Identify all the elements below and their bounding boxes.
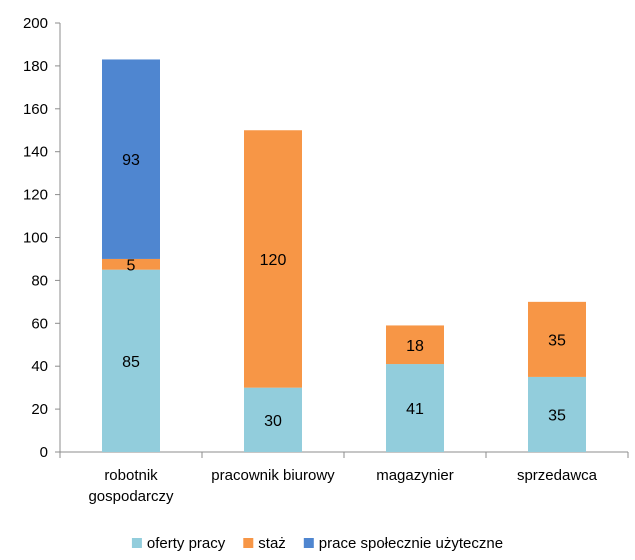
- bar-segment-staz: [244, 130, 302, 388]
- y-tick-label: 0: [40, 444, 48, 461]
- bar-segment-staz: [102, 258, 160, 270]
- y-tick-label: 20: [31, 401, 48, 418]
- bar-segment-staz: [528, 301, 586, 377]
- x-category-label: gospodarczy: [88, 488, 174, 505]
- y-tick-label: 180: [23, 58, 48, 75]
- bar-segment-oferty-pracy: [102, 269, 160, 452]
- data-label: 30: [264, 413, 282, 430]
- legend-swatch: [303, 538, 314, 548]
- bar-segment-oferty-pracy: [244, 387, 302, 452]
- bar-segment-oferty-pracy: [386, 364, 444, 452]
- y-tick-label: 40: [31, 358, 48, 375]
- data-label: 5: [127, 257, 136, 274]
- data-label: 18: [406, 338, 424, 355]
- bar-segment-staz: [386, 325, 444, 365]
- x-category-label: magazynier: [376, 467, 454, 484]
- bar-segment-oferty-pracy: [528, 376, 586, 452]
- y-tick-label: 80: [31, 272, 48, 289]
- y-tick-label: 120: [23, 187, 48, 204]
- data-label: 120: [260, 252, 287, 269]
- legend-label: prace społecznie użyteczne: [319, 535, 503, 552]
- x-category-label: robotnik: [104, 467, 158, 484]
- legend-label: oferty pracy: [147, 535, 226, 552]
- data-label: 35: [548, 407, 566, 424]
- legend-swatch: [131, 538, 142, 548]
- x-category-label: sprzedawca: [517, 467, 598, 484]
- y-tick-label: 160: [23, 101, 48, 118]
- data-label: 85: [122, 354, 140, 371]
- legend-swatch: [243, 538, 254, 548]
- y-tick-label: 100: [23, 230, 48, 247]
- bar-segment-prace-spolecznie-uzyteczne: [102, 59, 160, 259]
- data-label: 41: [406, 401, 424, 418]
- data-label: 93: [122, 152, 140, 169]
- data-label: 35: [548, 332, 566, 349]
- x-category-label: pracownik biurowy: [211, 467, 335, 484]
- y-tick-label: 60: [31, 315, 48, 332]
- y-tick-label: 200: [23, 15, 48, 32]
- y-tick-label: 140: [23, 144, 48, 161]
- legend-label: staż: [258, 535, 286, 552]
